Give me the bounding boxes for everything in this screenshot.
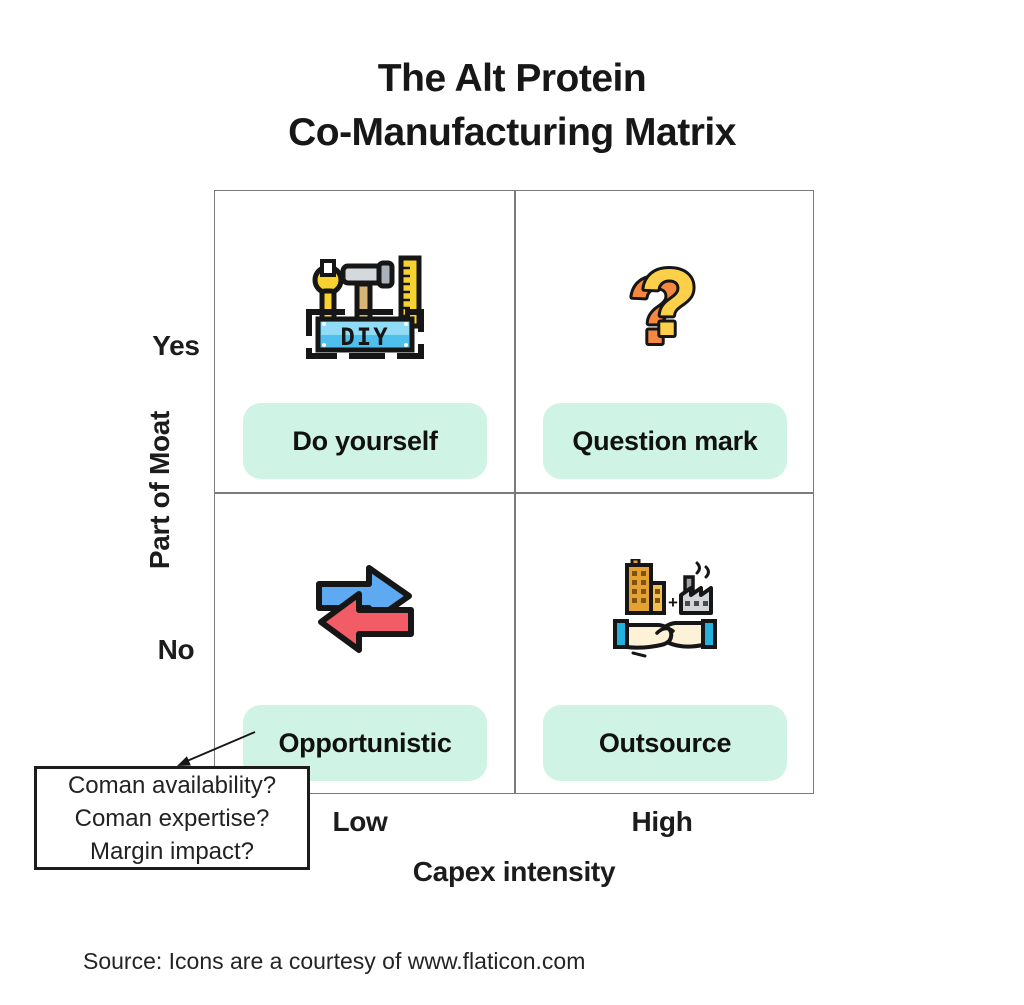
callout-line-2: Coman expertise? — [74, 804, 270, 832]
swap-arrows-icon-svg — [316, 565, 414, 653]
svg-text:?: ? — [628, 258, 686, 359]
y-axis-tick-no: No — [157, 634, 195, 665]
quadrant-label-outsource: Outsource — [543, 705, 787, 781]
swap-arrows-icon — [309, 493, 421, 705]
x-axis-tick-low: Low — [332, 806, 388, 837]
quadrant-question-mark: ? ? Question mark — [515, 191, 815, 493]
diy-toolbox-icon: DIY — [301, 191, 429, 403]
quadrant-outsource: + Outsource — [515, 493, 815, 795]
svg-text:?: ? — [640, 255, 698, 356]
source-attribution: Source: Icons are a courtesy of www.flat… — [83, 948, 586, 974]
plus-sign: + — [668, 593, 678, 612]
partnership-handshake-icon: + — [613, 493, 717, 705]
diy-text: DIY — [340, 323, 389, 351]
question-mark-icon: ? ? — [619, 191, 711, 403]
quadrant-opportunistic: Opportunistic — [215, 493, 515, 795]
partnership-handshake-icon-svg: + — [613, 559, 717, 658]
quadrant-do-yourself: DIY Do yourself — [215, 191, 515, 493]
callout-box: Coman availability? Coman expertise? Mar… — [34, 766, 310, 870]
question-mark-icon-svg: ? ? — [625, 255, 701, 359]
title-line-1: The Alt Protein — [377, 57, 647, 100]
x-axis-title: Capex intensity — [412, 856, 616, 887]
y-axis-title: Part of Moat — [144, 410, 175, 570]
quadrant-label-question-mark: Question mark — [543, 403, 787, 479]
horizontal-divider — [215, 492, 813, 494]
diy-toolbox-icon-svg: DIY — [306, 255, 424, 359]
quadrant-label-do-yourself: Do yourself — [243, 403, 487, 479]
callout-arrow — [177, 731, 256, 766]
y-axis-tick-yes: Yes — [152, 330, 200, 361]
matrix-grid: DIY Do yourself ? ? Question mark — [214, 190, 814, 794]
title-line-2: Co-Manufacturing Matrix — [288, 111, 736, 154]
callout-line-3: Margin impact? — [89, 837, 255, 865]
callout-line-1: Coman availability? — [67, 771, 277, 799]
x-axis-tick-high: High — [631, 806, 693, 837]
page-title: The Alt Protein Co-Manufacturing Matrix — [0, 52, 1024, 160]
